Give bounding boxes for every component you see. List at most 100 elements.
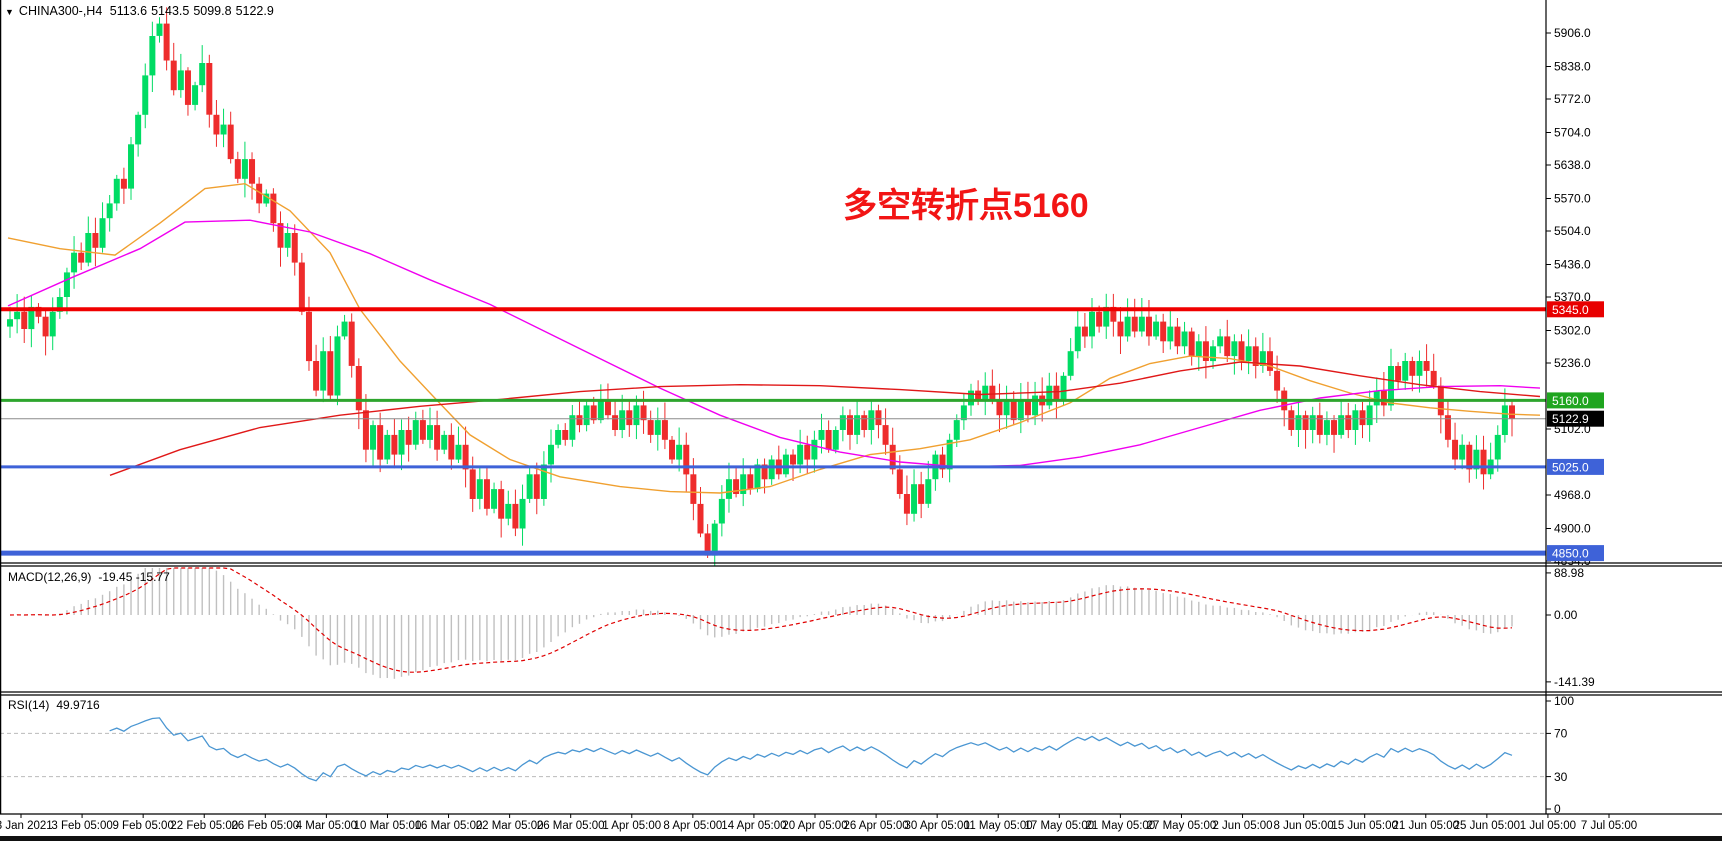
time-tick: 15 Jun 05:00 bbox=[1331, 820, 1398, 832]
candle-body bbox=[1459, 444, 1466, 460]
macd-panel[interactable]: 88.98 0.00 -141.39 bbox=[9, 566, 1595, 689]
candle-body bbox=[313, 361, 320, 391]
candle-body bbox=[953, 420, 960, 440]
candle-body bbox=[241, 159, 248, 179]
macd-axis-tick: -141.39 bbox=[1554, 675, 1595, 689]
rsi-line bbox=[109, 717, 1513, 782]
candle-body bbox=[1089, 311, 1096, 337]
candle-body bbox=[782, 454, 789, 475]
candle-body bbox=[512, 503, 519, 529]
candle-body bbox=[854, 415, 861, 435]
candle-body bbox=[1202, 341, 1209, 361]
candle-body bbox=[305, 311, 312, 362]
candle-body bbox=[1067, 351, 1074, 376]
candle-body bbox=[213, 114, 220, 135]
candle-body bbox=[1359, 410, 1366, 426]
candle-body bbox=[1380, 390, 1387, 406]
candle-body bbox=[426, 425, 433, 440]
candle-body bbox=[562, 430, 569, 440]
chart-annotation-text[interactable]: 多空转折点5160 bbox=[843, 187, 1089, 225]
price-badge bbox=[1547, 410, 1604, 427]
price-tick: 5906.0 bbox=[1554, 26, 1591, 40]
candle-body bbox=[348, 321, 355, 366]
candle-body bbox=[861, 415, 868, 430]
candle-body bbox=[455, 444, 462, 460]
candle-body bbox=[327, 351, 334, 396]
candle-body bbox=[441, 434, 448, 450]
candle-body bbox=[1444, 415, 1451, 440]
macd-axis-tick: 0.00 bbox=[1554, 608, 1578, 622]
candle-body bbox=[733, 479, 740, 494]
rsi-value: 49.9716 bbox=[56, 698, 100, 712]
candle-body bbox=[483, 479, 490, 509]
candle-body bbox=[320, 351, 327, 391]
macd-signal-line bbox=[9, 567, 1513, 673]
macd-values: -19.45 -15.77 bbox=[98, 570, 170, 584]
candle-body bbox=[498, 489, 505, 519]
candle-body bbox=[576, 415, 583, 426]
candle-body bbox=[192, 85, 199, 105]
candle-body bbox=[1288, 410, 1295, 430]
price-tick: 5236.0 bbox=[1554, 356, 1591, 370]
time-tick: 14 Apr 05:00 bbox=[721, 820, 786, 832]
candle-body bbox=[135, 114, 142, 145]
candle-body bbox=[1387, 366, 1394, 406]
candle-body bbox=[1053, 385, 1060, 401]
candle-body bbox=[434, 425, 441, 450]
collapse-arrow-icon[interactable]: ▼ bbox=[5, 7, 14, 17]
candle-body bbox=[718, 498, 725, 524]
candle-body bbox=[1188, 331, 1195, 357]
time-tick: 10 Mar 05:00 bbox=[354, 820, 422, 832]
candle-body bbox=[704, 533, 711, 556]
candle-body bbox=[1245, 346, 1252, 362]
price-badge bbox=[1547, 545, 1604, 562]
candle-body bbox=[661, 420, 668, 440]
candle-body bbox=[113, 178, 120, 204]
time-tick: 22 Mar 05:00 bbox=[476, 820, 544, 832]
candle-body bbox=[1338, 415, 1345, 435]
candle-body bbox=[448, 434, 455, 460]
time-tick: 20 Apr 05:00 bbox=[782, 820, 847, 832]
candle-body bbox=[1423, 361, 1430, 371]
time-tick: 3 Feb 05:00 bbox=[51, 820, 112, 832]
candle-body bbox=[92, 233, 99, 248]
candle-body bbox=[747, 474, 754, 490]
candle-body bbox=[1473, 449, 1480, 470]
candle-body bbox=[1074, 326, 1081, 352]
time-tick: 26 Feb 05:00 bbox=[231, 820, 299, 832]
candle-body bbox=[597, 400, 604, 421]
quote-open: 5113.6 bbox=[109, 4, 148, 18]
candle-body bbox=[377, 425, 384, 460]
candle-body bbox=[1231, 341, 1238, 357]
candle-body bbox=[832, 430, 839, 450]
candle-body bbox=[1017, 400, 1024, 421]
candle-body bbox=[683, 444, 690, 475]
candle-body bbox=[633, 405, 640, 426]
candle-body bbox=[1032, 395, 1039, 416]
price-tick: 4968.0 bbox=[1554, 488, 1591, 502]
candle-body bbox=[889, 444, 896, 470]
candle-body bbox=[583, 405, 590, 426]
candle-body bbox=[818, 430, 825, 440]
candle-body bbox=[263, 193, 270, 204]
candle-body bbox=[184, 70, 191, 105]
time-tick: 2 Jun 05:00 bbox=[1212, 820, 1272, 832]
candle-body bbox=[491, 489, 498, 509]
rsi-panel[interactable]: 100 70 30 0 bbox=[0, 694, 1574, 816]
time-tick: 21 Jun 05:00 bbox=[1393, 820, 1460, 832]
time-tick: 26 Apr 05:00 bbox=[843, 820, 908, 832]
candle-body bbox=[519, 498, 526, 529]
time-tick: 9 Feb 05:00 bbox=[112, 820, 173, 832]
price-axis[interactable]: 5906.0 5838.0 5772.0 5704.0 5638.0 5570.0 5504… bbox=[1546, 26, 1604, 568]
horizontal-lines-layer[interactable] bbox=[0, 307, 1546, 556]
candle-body bbox=[220, 124, 227, 135]
candle-body bbox=[761, 464, 768, 480]
candle-body bbox=[1131, 316, 1138, 332]
candle-body bbox=[555, 430, 562, 445]
candle-body bbox=[177, 70, 184, 91]
candle-body bbox=[1195, 341, 1202, 357]
candle-body bbox=[875, 410, 882, 426]
